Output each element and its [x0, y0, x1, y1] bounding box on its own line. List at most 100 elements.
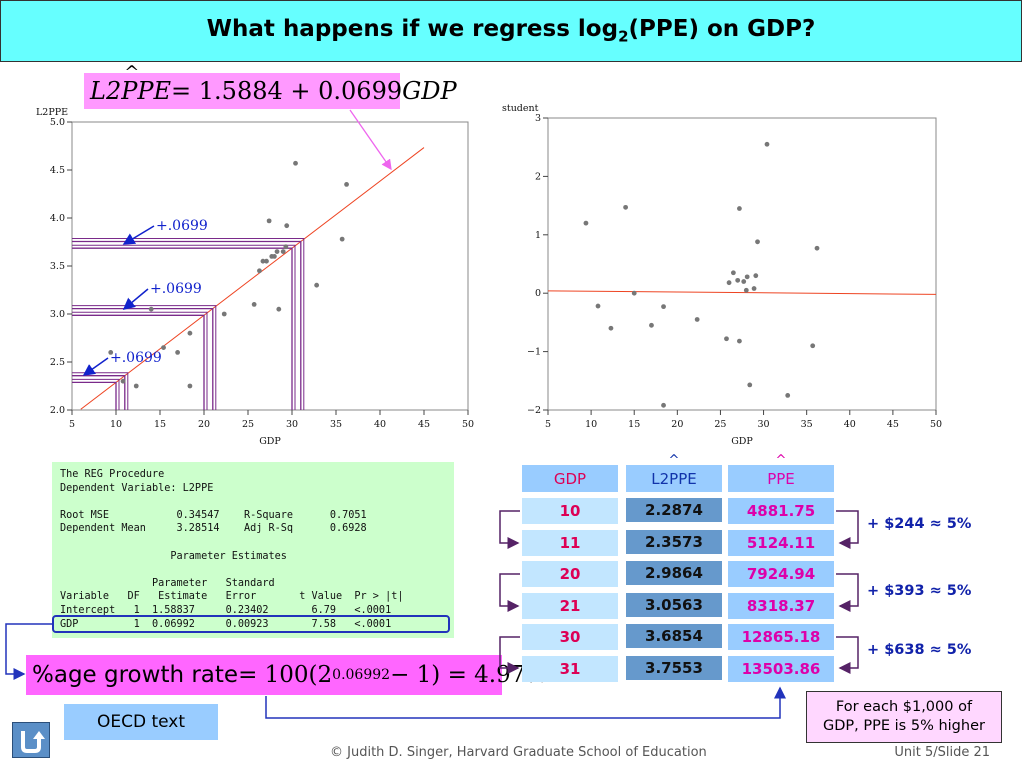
x-tick-label: 20	[671, 419, 683, 430]
y-tick-label: 3.0	[50, 309, 65, 320]
x-tick-label: 45	[418, 419, 430, 430]
x-tick-label: 20	[198, 419, 210, 430]
x-tick-label: 30	[286, 419, 298, 430]
equation-hatted: ^ PPE	[121, 62, 172, 105]
data-point	[133, 383, 139, 389]
step-line	[72, 307, 214, 410]
table-cell-gdp: 21	[522, 593, 618, 619]
data-point	[148, 306, 154, 312]
residual-point	[631, 290, 637, 296]
residual-point	[785, 393, 791, 398]
hat-mark: ^	[775, 452, 787, 468]
y-tick-label: −1	[527, 347, 541, 358]
annotation-arrow	[122, 225, 155, 245]
step-line-outline	[72, 237, 305, 410]
y-tick-label: 4.5	[50, 165, 65, 176]
step-line	[72, 314, 205, 410]
step-line	[72, 381, 117, 410]
sas-output-text: The REG Procedure Dependent Variable: L2…	[60, 469, 404, 630]
residual-point	[755, 239, 760, 245]
gdp-row-highlight	[52, 615, 450, 633]
plot-frame	[71, 121, 469, 411]
table-cell-gdp: 31	[522, 656, 618, 682]
growth-lhs: %age growth rate	[32, 662, 239, 688]
slope-annotation: +.0699	[110, 350, 162, 366]
back-button[interactable]	[12, 722, 50, 758]
slope-annotation: +.0699	[150, 281, 202, 297]
table-cell-ppe: 4881.75	[728, 498, 834, 524]
table-header-gdp: GDP	[522, 465, 618, 492]
residual-point	[726, 280, 732, 286]
data-point	[284, 223, 290, 229]
data-point	[339, 236, 345, 242]
data-point	[221, 311, 227, 317]
data-point	[175, 350, 181, 355]
footer-credit: © Judith D. Singer, Harvard Graduate Sch…	[330, 745, 707, 760]
data-point	[344, 182, 349, 187]
table-cell-l2ppe: 3.0563	[626, 593, 722, 617]
l2ppe-scatter-chart: 5 10 15 20 25 30 35 40 45 50 2.0 2.5 3.0 3.5 4.0 4.5 5.0…	[36, 107, 474, 447]
residual-point	[661, 402, 666, 408]
hat-mark: ^	[668, 452, 680, 468]
x-tick-label: 15	[628, 419, 640, 430]
equation-pointer-arrow	[349, 109, 392, 171]
oecd-text-button[interactable]: OECD text	[64, 704, 218, 740]
x-tick-label: 10	[110, 419, 122, 430]
y-tick-label: 1	[535, 230, 541, 241]
residual-point	[744, 274, 750, 280]
residual-point	[737, 338, 742, 344]
step-line-outline	[72, 378, 120, 410]
residual-point	[743, 287, 749, 293]
x-tick-label: 25	[714, 419, 726, 430]
x-axis-label: GDP	[731, 436, 753, 447]
x-tick-label: 50	[462, 419, 474, 430]
residual-point	[751, 286, 757, 291]
table-cell-gdp: 10	[522, 498, 618, 524]
growth-rate-formula: %age growth rate = 100(2 0.06992 − 1) = 4…	[26, 655, 547, 695]
data-point	[314, 282, 320, 288]
data-point	[293, 160, 298, 166]
growth-rhs-end: − 1) = 4.97%	[390, 662, 548, 688]
data-point	[274, 249, 280, 255]
x-tick-label: 40	[844, 419, 856, 430]
residual-point	[595, 303, 601, 309]
residual-point	[608, 325, 614, 331]
table-cell-l2ppe: 2.9864	[626, 561, 722, 585]
note-line-1: For each $1,000 of	[835, 699, 973, 715]
data-point	[276, 306, 282, 312]
equation-hat-term: PPE	[121, 77, 172, 105]
data-point	[187, 383, 193, 389]
residual-point	[583, 220, 589, 226]
y-tick-label: 2.0	[50, 405, 65, 416]
data-point	[161, 345, 166, 350]
x-tick-label: 5	[545, 419, 551, 430]
data-point	[108, 350, 114, 355]
residual-point	[753, 273, 759, 279]
table-cell-l2ppe: 2.2874	[626, 498, 722, 522]
y-tick-label: 4.0	[50, 213, 65, 224]
y-axis-label: L2PPE	[36, 107, 68, 118]
step-line	[72, 247, 293, 410]
growth-exponent: 0.06992	[332, 667, 391, 683]
step-line-outline	[72, 305, 217, 410]
x-tick-label: 40	[374, 419, 386, 430]
y-tick-label: −2	[527, 405, 541, 416]
increment-label: + $244 ≈ 5%	[867, 516, 972, 532]
residual-point	[724, 336, 729, 342]
data-point	[283, 244, 289, 250]
table-cell-l2ppe: 3.7553	[626, 656, 722, 680]
sas-output-box: The REG Procedure Dependent Variable: L2…	[52, 462, 454, 638]
x-axis-label: GDP	[259, 436, 281, 447]
increment-label: + $638 ≈ 5%	[867, 642, 972, 658]
table-cell-gdp: 30	[522, 624, 618, 650]
footer-slide-number: Unit 5/Slide 21	[894, 745, 990, 760]
increment-label: + $393 ≈ 5%	[867, 583, 972, 599]
y-tick-label: 2.5	[50, 357, 65, 368]
residual-point	[661, 304, 666, 310]
table-cell-l2ppe: 3.6854	[626, 624, 722, 648]
x-tick-label: 30	[758, 419, 770, 430]
x-tick-label: 35	[330, 419, 342, 430]
x-tick-label: 35	[801, 419, 813, 430]
slide-title: What happens if we regress log2(PPE) on …	[207, 16, 816, 46]
residual-point	[741, 279, 747, 284]
